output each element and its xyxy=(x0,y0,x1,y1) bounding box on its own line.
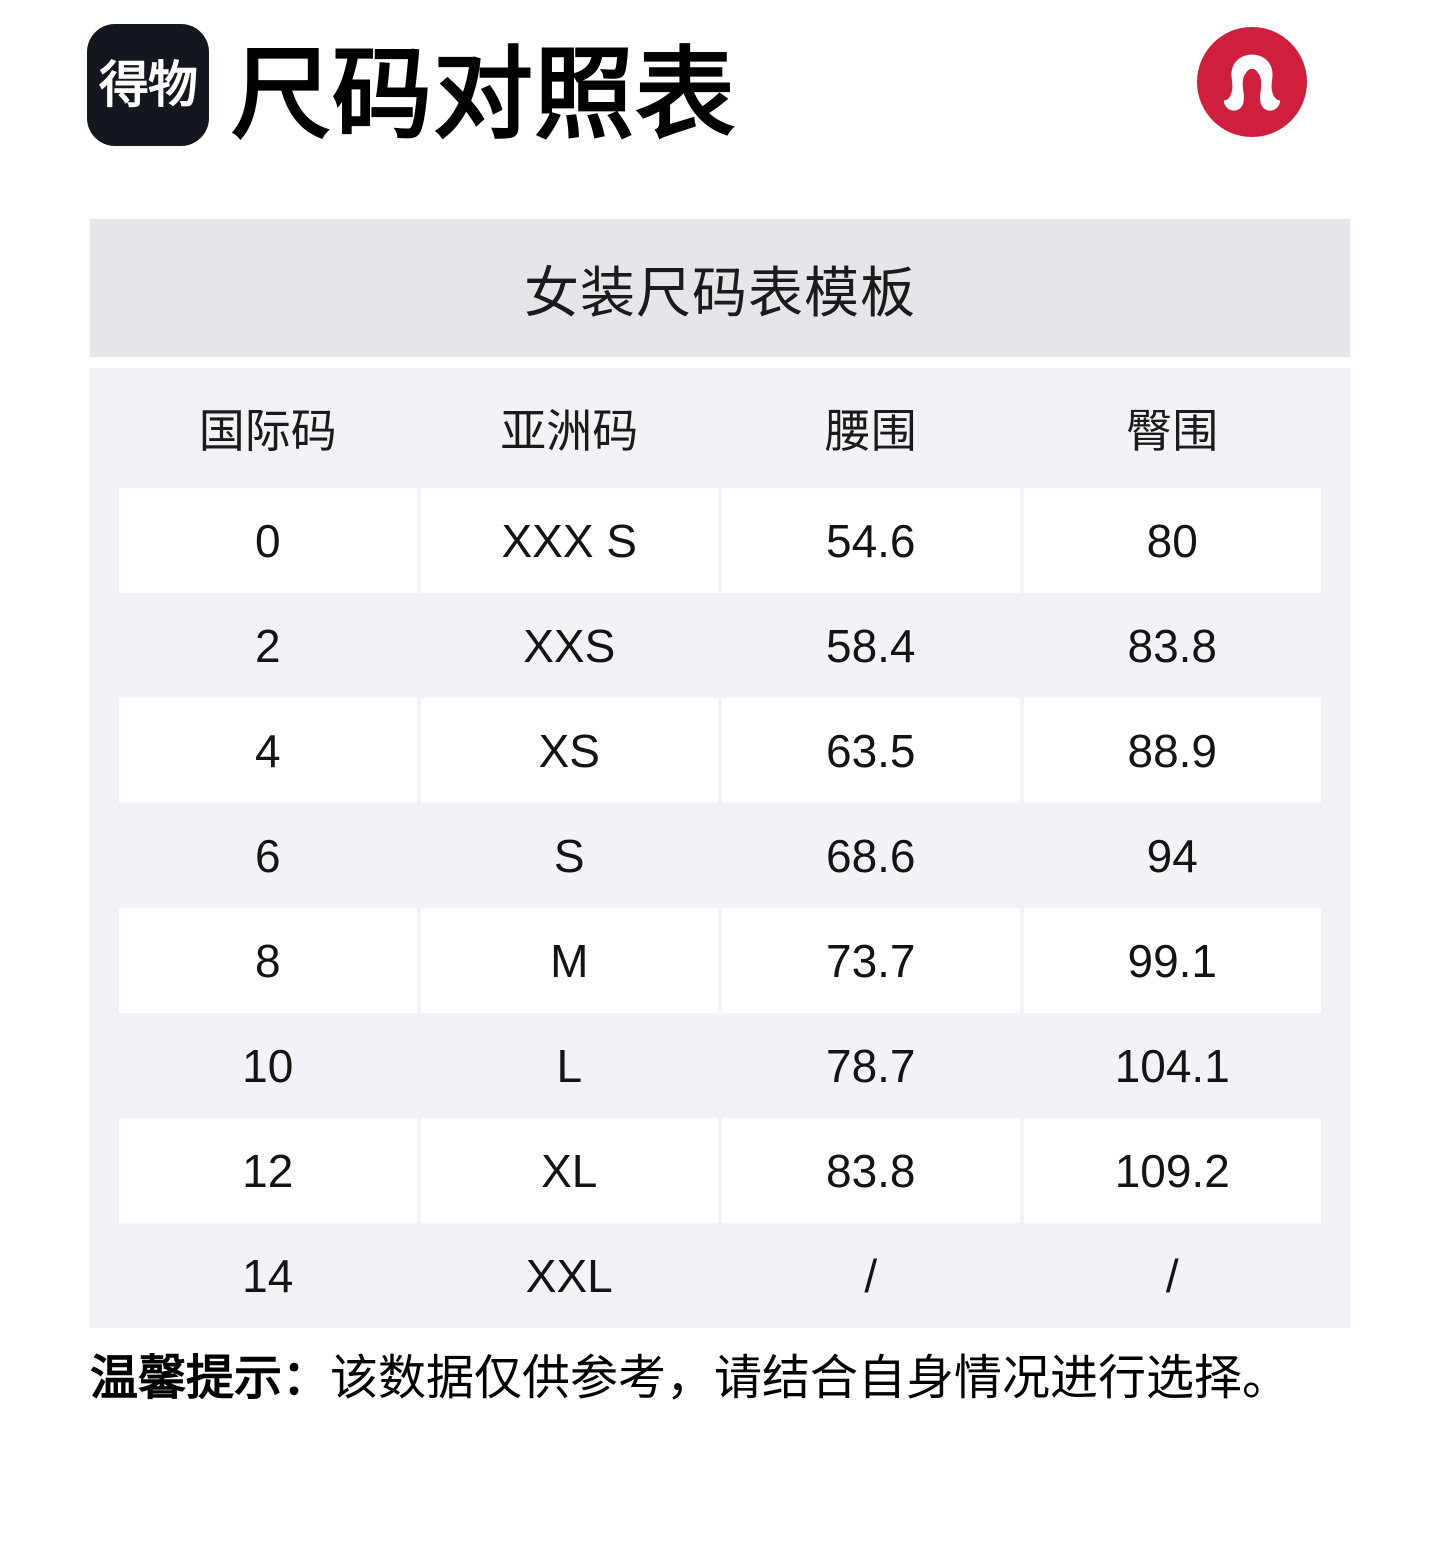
table-cell: XXL xyxy=(525,1249,613,1302)
column-header-waist: 腰围 xyxy=(824,405,917,457)
table-cell: 0 xyxy=(119,488,417,593)
page-title: 尺码对照表 xyxy=(231,38,736,151)
table-cell: 4 xyxy=(119,698,417,803)
lululemon-omega-icon xyxy=(1223,54,1281,111)
table-row: 10 L 78.7 104.1 xyxy=(90,1013,1350,1118)
column-header-hip: 臀围 xyxy=(1126,405,1219,457)
table-header-row: 国际码 亚洲码 腰围 臀围 xyxy=(90,368,1350,488)
table-cell: 99.1 xyxy=(1023,908,1321,1013)
table-title-banner: 女装尺码表模板 xyxy=(90,219,1350,357)
banner-title: 女装尺码表模板 xyxy=(523,262,916,324)
column-header-intl-size: 国际码 xyxy=(198,405,337,457)
table-cell: 8 xyxy=(119,908,417,1013)
table-cell: 80 xyxy=(1023,488,1321,593)
table-cell: L xyxy=(556,1039,583,1092)
table-cell: M xyxy=(420,908,718,1013)
footer-note-text: 该数据仅供参考，请结合自身情况进行选择。 xyxy=(330,1352,1291,1405)
table-cell: 88.9 xyxy=(1023,698,1321,803)
footer-note-label: 温馨提示： xyxy=(90,1352,331,1405)
table-cell: XS xyxy=(420,698,718,803)
table-cell: 10 xyxy=(242,1039,294,1092)
table-row: 14 XXL / / xyxy=(90,1223,1350,1328)
table-cell: 6 xyxy=(254,829,281,882)
table-cell: XXX S xyxy=(420,488,718,593)
table-cell: / xyxy=(1165,1249,1179,1302)
table-cell: 104.1 xyxy=(1114,1039,1230,1092)
table-cell: 54.6 xyxy=(722,488,1020,593)
table-cell: XL xyxy=(420,1118,718,1223)
table-cell: XXS xyxy=(523,619,616,672)
table-row: 12 XL 83.8 109.2 xyxy=(90,1118,1350,1223)
table-row: 2 XXS 58.4 83.8 xyxy=(90,593,1350,698)
lululemon-logo-icon xyxy=(1197,27,1307,137)
table-cell: / xyxy=(864,1249,878,1302)
table-row: 8 M 73.7 99.1 xyxy=(90,908,1350,1013)
table-cell: 2 xyxy=(254,619,281,672)
table-cell: 63.5 xyxy=(722,698,1020,803)
table-cell: 73.7 xyxy=(722,908,1020,1013)
table-cell: 14 xyxy=(242,1249,294,1302)
table-row: 4 XS 63.5 88.9 xyxy=(90,698,1350,803)
table-cell: 109.2 xyxy=(1023,1118,1321,1223)
dewu-logo-text: 得物 xyxy=(99,57,198,113)
dewu-app-logo: 得物 xyxy=(87,24,209,146)
table-row: 0 XXX S 54.6 80 xyxy=(90,488,1350,593)
table-cell: 83.8 xyxy=(722,1118,1020,1223)
table-cell: 58.4 xyxy=(825,619,916,672)
table-cell: 94 xyxy=(1146,829,1198,882)
table-cell: 68.6 xyxy=(825,829,916,882)
table-row: 6 S 68.6 94 xyxy=(90,803,1350,908)
table-cell: S xyxy=(553,829,585,882)
footer-note: 温馨提示：该数据仅供参考，请结合自身情况进行选择。 xyxy=(90,1350,1370,1408)
table-cell: 12 xyxy=(119,1118,417,1223)
table-cell: 83.8 xyxy=(1127,619,1218,672)
size-table: 国际码 亚洲码 腰围 臀围 0 XXX S 54.6 80 2 XXS 58.4… xyxy=(90,368,1350,1328)
column-header-asia-size: 亚洲码 xyxy=(500,405,639,457)
table-cell: 78.7 xyxy=(825,1039,916,1092)
